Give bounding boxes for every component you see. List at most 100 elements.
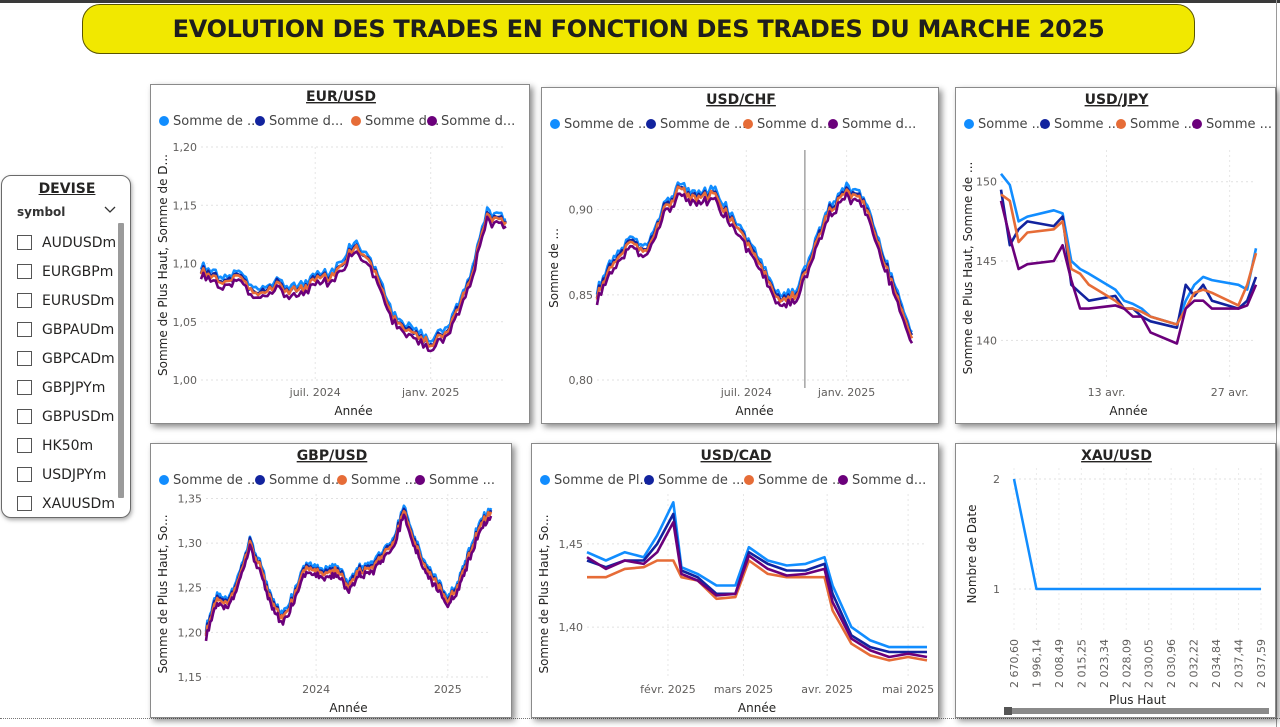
chart-panel-xauusd: XAU/USD 2 1 2 670,60 1 996,14 2 008,49 2 015,2… [955, 443, 1276, 718]
slicer-item-gbpcadm[interactable]: GBPCADm [17, 344, 116, 373]
y-tick-label: 0,90 [569, 204, 594, 217]
slicer-item-audusdm[interactable]: AUDUSDm [17, 228, 116, 257]
checkbox[interactable] [17, 409, 32, 424]
slicer-item-label: HK50m [42, 437, 94, 454]
series-line [586, 512, 927, 654]
y-axis-title: Somme de Plus Haut, Somme de ... [961, 162, 975, 375]
legend-marker [427, 116, 437, 126]
y-tick-label: 0,80 [569, 374, 594, 387]
slicer-item-xauusdm[interactable]: XAUUSDm [17, 489, 116, 518]
legend-marker [159, 475, 169, 485]
y-tick-label: 1,20 [178, 626, 203, 639]
x-tick-label: 2 008,49 [1053, 639, 1066, 688]
checkbox[interactable] [17, 351, 32, 366]
x-axis-title: Année [735, 404, 773, 418]
legend-label: Somme ... [1054, 117, 1120, 132]
x-tick-label: janv. 2025 [401, 386, 459, 399]
y-tick-label: 1,40 [559, 621, 584, 634]
series-line [595, 185, 914, 339]
slicer-item-eurusdm[interactable]: EURUSDm [17, 286, 116, 315]
y-tick-label: 1,10 [173, 258, 198, 271]
chevron-down-icon[interactable] [103, 202, 117, 216]
chart-panel-usdjpy: USD/JPY Somme ... Somme ... Somme ... Somme … [955, 87, 1276, 424]
x-tick-label: 2 023,34 [1098, 639, 1111, 688]
chart-panel-usdchf: USD/CHF Somme de ... Somme de ... Somme d..… [541, 87, 939, 424]
devise-slicer[interactable]: DEVISE symbol AUDUSDm EURGBPm EURUSDm GB… [1, 175, 131, 518]
x-tick-label: mai 2025 [882, 683, 934, 696]
x-tick-label: 13 avr. [1088, 386, 1126, 399]
checkbox[interactable] [17, 380, 32, 395]
y-tick-label: 1,15 [178, 671, 203, 684]
slicer-item-label: GBPCADm [42, 350, 115, 367]
y-tick-label: 150 [976, 176, 997, 189]
y-axis-title: Somme de ... [547, 228, 561, 308]
chart-title: EUR/USD [306, 89, 376, 105]
legend-label: Somme d... [842, 117, 916, 132]
y-tick-label: 1,35 [178, 492, 203, 505]
slicer-scrollbar[interactable] [118, 223, 124, 498]
slicer-item-usdjpym[interactable]: USDJPYm [17, 460, 116, 489]
checkbox[interactable] [17, 496, 32, 511]
x-tick-label: mars 2025 [714, 683, 773, 696]
legend-marker [838, 475, 848, 485]
slicer-item-label: EURUSDm [42, 292, 115, 309]
series-line [199, 212, 507, 349]
y-axis-title: Somme de Plus Haut, Somme de D... [156, 154, 170, 376]
legend-marker [337, 475, 347, 485]
legend-marker [255, 475, 265, 485]
horizontal-scrollbar [1004, 708, 1269, 714]
checkbox[interactable] [17, 467, 32, 482]
top-border [0, 0, 1280, 3]
chart-title: USD/CHF [706, 92, 776, 108]
x-tick-label: avr. 2025 [801, 683, 853, 696]
checkbox[interactable] [17, 322, 32, 337]
slicer-item-label: GBPUSDm [42, 408, 115, 425]
x-tick-label: 2 032,22 [1188, 639, 1201, 688]
chart-panel-eurusd: EUR/USD Somme de ... Somme d... Somme d... S… [150, 84, 530, 424]
legend-marker [646, 119, 656, 129]
series-line [586, 521, 928, 659]
chart-title: USD/CAD [701, 448, 772, 464]
chart-usdcad: USD/CAD Somme de Pl... Somme de ... Somme d… [537, 448, 934, 715]
legend-label: Somme de ... [660, 117, 746, 132]
x-tick-label: janv. 2025 [817, 386, 875, 399]
legend-label: Somme d... [269, 114, 343, 129]
y-tick-label: 1,25 [178, 582, 203, 595]
slicer-list: AUDUSDm EURGBPm EURUSDm GBPAUDm GBPCADm … [17, 228, 116, 518]
slicer-item-gbpaudm[interactable]: GBPAUDm [17, 315, 116, 344]
x-tick-label: 2024 [302, 683, 330, 696]
legend-label: Somme d... [365, 114, 439, 129]
y-axis-title: Somme de Plus Haut, So... [537, 514, 551, 673]
series-line [199, 215, 507, 353]
series-line [204, 513, 493, 642]
slicer-item-hk50m[interactable]: HK50m [17, 431, 116, 460]
checkbox[interactable] [17, 293, 32, 308]
legend-label: Somme d... [852, 473, 926, 488]
checkbox[interactable] [17, 235, 32, 250]
checkbox[interactable] [17, 438, 32, 453]
chart-usdjpy: USD/JPY Somme ... Somme ... Somme ... Somme … [961, 92, 1272, 418]
chart-title: XAU/USD [1081, 448, 1152, 464]
series-line [1000, 193, 1258, 326]
report-title: EVOLUTION DES TRADES EN FONCTION DES TRA… [172, 15, 1105, 43]
x-axis-title: Année [329, 701, 367, 715]
legend-label: Somme ... [429, 473, 495, 488]
x-axis-title: Année [738, 701, 776, 715]
y-tick-label: 2 [993, 473, 1000, 486]
y-tick-label: 0,85 [569, 289, 594, 302]
x-tick-label: févr. 2025 [640, 683, 696, 696]
y-tick-label: 1 [993, 583, 1000, 596]
legend-label: Somme ... [1206, 117, 1272, 132]
bottom-border [0, 718, 1280, 719]
x-tick-label: juil. 2024 [720, 386, 772, 399]
series-line [1012, 478, 1261, 591]
slicer-item-eurgbpm[interactable]: EURGBPm [17, 257, 116, 286]
x-tick-label: juil. 2024 [289, 386, 341, 399]
checkbox[interactable] [17, 264, 32, 279]
legend-marker [159, 116, 169, 126]
slicer-item-gbpusdm[interactable]: GBPUSDm [17, 402, 116, 431]
chart-panel-gbpusd: GBP/USD Somme de ... Somme d... Somme ... So… [150, 443, 512, 718]
legend-marker [540, 475, 550, 485]
legend-label: Somme d... [269, 473, 343, 488]
slicer-item-gbpjpym[interactable]: GBPJPYm [17, 373, 116, 402]
